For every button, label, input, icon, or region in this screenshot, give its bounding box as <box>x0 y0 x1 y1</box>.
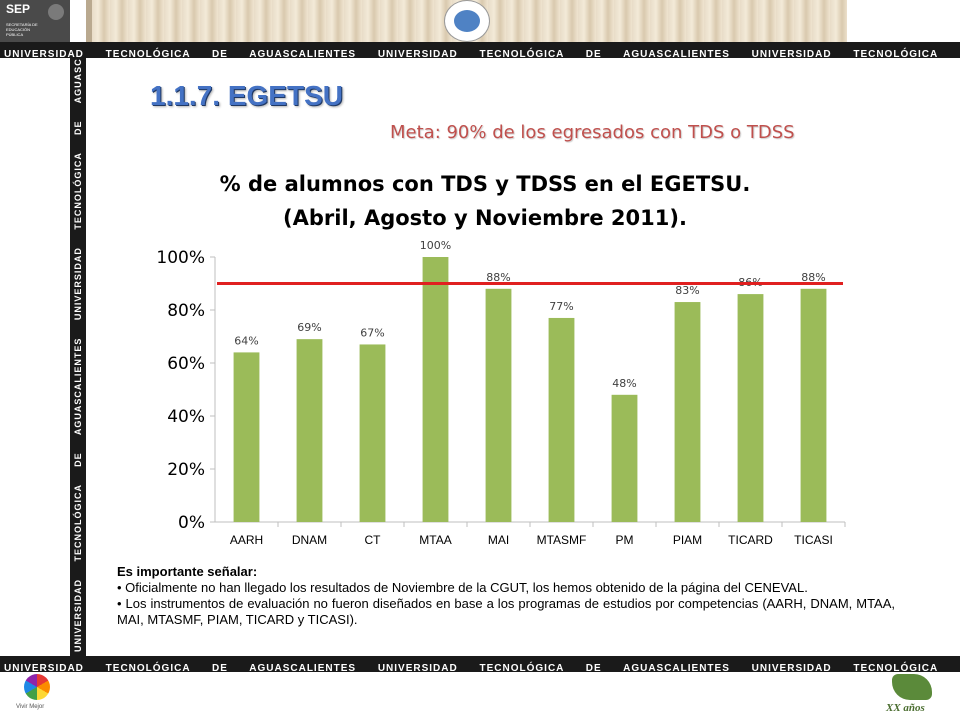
xx-anniversary-logo: XX años <box>880 674 950 718</box>
bar-aarh <box>233 352 260 522</box>
y-tick-label: 100% <box>156 248 205 268</box>
notes-heading: Es importante señalar: <box>117 564 258 579</box>
sep-logo: SEP SECRETARÍA DE EDUCACIÓN PÚBLICA <box>0 0 70 42</box>
ut-mark-icon <box>892 674 932 700</box>
data-label: 67% <box>360 326 384 339</box>
bar-pm <box>611 394 638 522</box>
bar-mai <box>485 288 512 522</box>
y-tick-label: 60% <box>167 354 205 374</box>
flower-icon <box>24 674 50 700</box>
left-margin <box>0 58 70 656</box>
bar-ticasi <box>800 288 827 522</box>
goal-text: Meta: 90% de los egresados con TDS o TDS… <box>390 122 795 143</box>
data-label: 69% <box>297 321 321 334</box>
sep-name: SEP <box>6 2 31 16</box>
band-top: UNIVERSIDAD TECNOLÓGICA DE AGUASCALIENTE… <box>0 42 960 58</box>
university-seal-center <box>454 10 480 32</box>
sep-subtitle: SECRETARÍA DE EDUCACIÓN PÚBLICA <box>6 22 38 37</box>
x-tick-label: DNAM <box>292 533 327 547</box>
eagle-seal-icon <box>48 4 64 20</box>
banner-divider <box>86 0 92 42</box>
chart-title-line2: (Abril, Agosto y Noviembre 2011). <box>283 206 687 230</box>
x-tick-label: AARH <box>230 533 263 547</box>
note-item-2: • Los instrumentos de evaluación no fuer… <box>117 596 895 627</box>
x-tick-label: CT <box>365 533 382 547</box>
y-tick-label: 40% <box>167 407 205 427</box>
x-tick-label: TICASI <box>794 533 833 547</box>
x-tick-label: PIAM <box>673 533 702 547</box>
x-tick-label: PM <box>616 533 634 547</box>
data-label: 48% <box>612 377 636 390</box>
data-label: 88% <box>801 271 825 284</box>
band-top-text: UNIVERSIDAD TECNOLÓGICA DE AGUASCALIENTE… <box>4 49 960 58</box>
bar-chart: 0% 20% 40% 60% 80% 100% 64% AARH 69% DNAM 67% CT 100… <box>156 239 846 547</box>
band-bottom-text: UNIVERSIDAD TECNOLÓGICA DE AGUASCALIENTE… <box>4 663 960 672</box>
data-label: 77% <box>549 300 573 313</box>
bar-mtaa <box>422 257 449 522</box>
band-bottom: UNIVERSIDAD TECNOLÓGICA DE AGUASCALIENTE… <box>0 656 960 672</box>
band-vertical: UNIVERSIDAD TECNOLÓGICA DE AGUASCALIENTE… <box>70 58 86 656</box>
data-label: 100% <box>420 239 451 252</box>
x-tick-label: MTASMF <box>537 533 587 547</box>
x-tick-label: MTAA <box>419 533 451 547</box>
bar-ticard <box>737 294 764 522</box>
notes: Es importante señalar: • Oficialmente no… <box>117 564 895 628</box>
x-tick-label: MAI <box>488 533 509 547</box>
bar-ct <box>359 344 386 522</box>
bar-mtasmf <box>548 317 575 522</box>
bar-dnam <box>296 339 323 522</box>
band-vertical-text: UNIVERSIDAD TECNOLÓGICA DE AGUASCALIENTE… <box>73 58 83 652</box>
x-tick-label: TICARD <box>728 533 773 547</box>
footer <box>0 672 960 720</box>
vivir-mejor-logo: Vivir Mejor <box>14 674 58 718</box>
vivir-mejor-label: Vivir Mejor <box>16 704 45 710</box>
y-tick-label: 80% <box>167 301 205 321</box>
university-seal-icon <box>444 0 490 42</box>
bar-piam <box>674 302 701 522</box>
data-label: 64% <box>234 334 258 347</box>
xx-anniversary-label: XX años <box>886 702 925 714</box>
data-label: 83% <box>675 284 699 297</box>
top-banner: SEP SECRETARÍA DE EDUCACIÓN PÚBLICA <box>0 0 960 42</box>
y-tick-label: 20% <box>167 460 205 480</box>
y-tick-label: 0% <box>178 513 205 533</box>
note-item-1: • Oficialmente no han llegado los result… <box>117 580 808 595</box>
chart-title-line1: % de alumnos con TDS y TDSS en el EGETSU… <box>219 172 751 196</box>
slide-title: 1.1.7. EGETSU <box>150 80 343 111</box>
data-label: 88% <box>486 271 510 284</box>
